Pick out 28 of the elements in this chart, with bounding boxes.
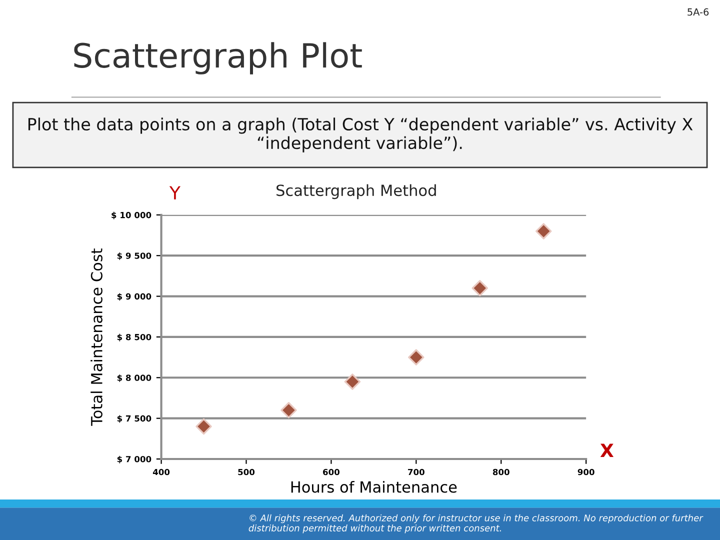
x-tick-label: 600	[323, 468, 340, 476]
y-tick-label: $ 7 000	[117, 456, 152, 464]
y-tick-label: $ 8 500	[117, 334, 152, 342]
x-tick-label: 700	[408, 468, 424, 476]
point	[408, 349, 424, 366]
y-axis-title: Total Maintenance Cost	[90, 248, 102, 426]
y-tick-label: $ 7 500	[117, 415, 152, 423]
y-tick-label: $ 8 000	[117, 374, 152, 382]
y-tick-label: $ 9 500	[117, 252, 152, 260]
x-tick-label: 400	[152, 468, 170, 476]
point	[344, 374, 361, 390]
text: Y	[169, 186, 181, 200]
chart-subtitle: Plot the data points on a graph (Total Cost Y “dependent variable” vs. Activity X “independent variable”).	[28, 118, 693, 152]
text: © All rights reserved. Authorized only for instructor use in the classroom. No reproduction or further distribution permitted without the prior written consent.	[248, 514, 704, 534]
text: Scattergraph Method	[276, 184, 436, 200]
point	[535, 223, 552, 240]
x-axis-title: Hours of Maintenance	[291, 480, 457, 493]
text: X	[600, 444, 614, 457]
point	[196, 418, 212, 435]
point	[280, 402, 297, 418]
x-tick-label: 800	[492, 468, 510, 476]
text: 5A-6	[688, 8, 709, 16]
y-tick-label: $ 10 000	[112, 212, 152, 220]
x-tick-label: 900	[578, 468, 594, 476]
chart-title: Scattergraph Plot	[74, 42, 362, 74]
y-tick-label: $ 9 000	[117, 293, 152, 301]
x-tick-label: 500	[238, 468, 255, 476]
point	[472, 280, 488, 296]
